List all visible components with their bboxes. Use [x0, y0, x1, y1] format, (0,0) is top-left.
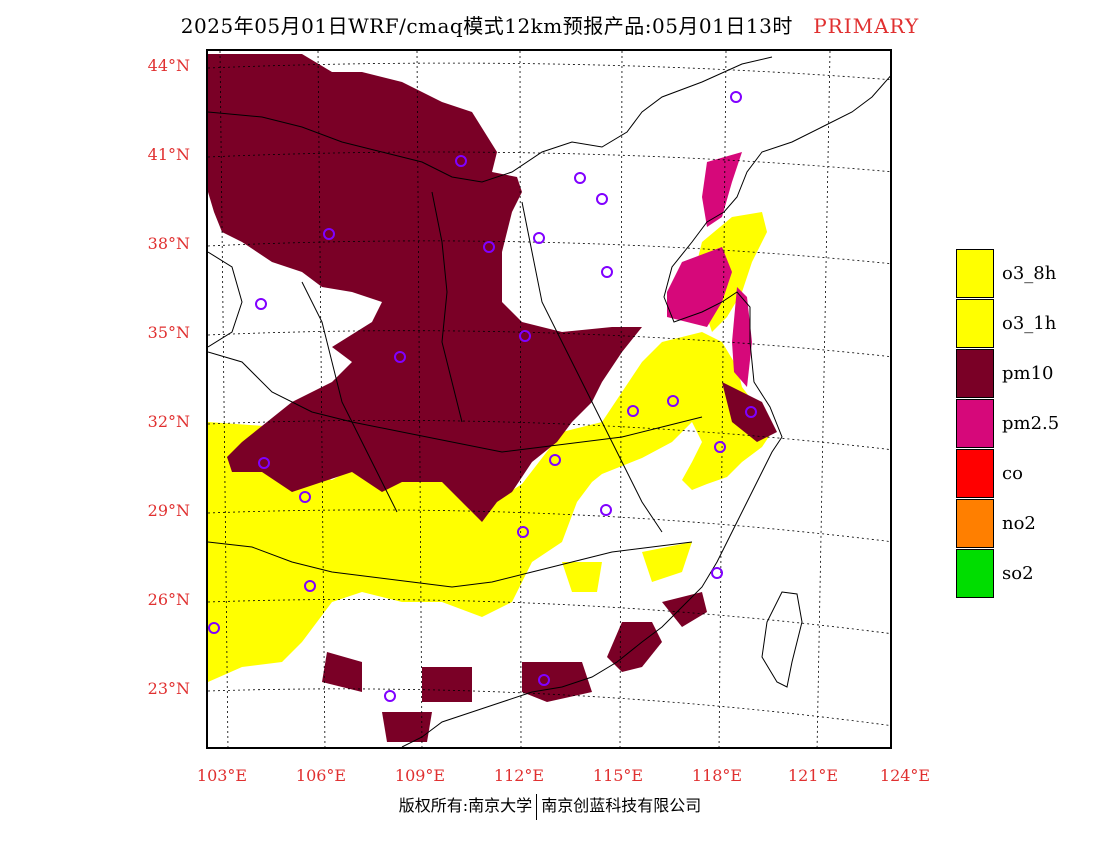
- legend-label: o3_1h: [1002, 313, 1057, 334]
- lat-label-23: 23°N: [147, 679, 190, 698]
- legend-label: so2: [1002, 563, 1034, 584]
- legend-swatch: [956, 249, 994, 298]
- legend-item-o3-8h: o3_8h: [956, 249, 1086, 299]
- pollutant-legend: o3_8h o3_1h pm10 pm2.5 co no2 so2: [956, 249, 1086, 599]
- map-panel: [206, 49, 892, 749]
- lon-label-121: 121°E: [787, 766, 839, 785]
- legend-swatch: [956, 349, 994, 398]
- legend-swatch: [956, 299, 994, 348]
- legend-item-no2: no2: [956, 499, 1086, 549]
- copyright-footer: 版权所有:南京大学 南京创蓝科技有限公司: [0, 792, 1100, 820]
- graticule: [208, 51, 890, 747]
- lon-label-118: 118°E: [691, 766, 743, 785]
- lat-label-29: 29°N: [147, 501, 190, 520]
- lat-label-41: 41°N: [147, 145, 190, 164]
- boundaries: [208, 56, 890, 747]
- pollution-map: [208, 51, 890, 747]
- legend-item-o3-1h: o3_1h: [956, 299, 1086, 349]
- map-title: 2025年05月01日WRF/cmaq模式12km预报产品:05月01日13时 …: [0, 10, 1100, 39]
- legend-label: no2: [1002, 513, 1036, 534]
- lon-label-112: 112°E: [493, 766, 545, 785]
- legend-swatch: [956, 449, 994, 498]
- lat-label-35: 35°N: [147, 323, 190, 342]
- pm25-region: [667, 152, 752, 387]
- legend-label: o3_8h: [1002, 263, 1057, 284]
- lat-label-32: 32°N: [147, 412, 190, 431]
- legend-swatch: [956, 499, 994, 548]
- title-main: 2025年05月01日WRF/cmaq模式12km预报产品:05月01日13时: [180, 14, 793, 38]
- lon-label-109: 109°E: [394, 766, 446, 785]
- legend-swatch: [956, 549, 994, 598]
- title-pollutant-tag: PRIMARY: [813, 14, 920, 38]
- lat-label-44: 44°N: [147, 56, 190, 75]
- legend-label: pm10: [1002, 363, 1054, 384]
- pm10-region: [208, 54, 777, 742]
- legend-item-so2: so2: [956, 549, 1086, 599]
- station-markers: [208, 91, 757, 702]
- legend-item-pm25: pm2.5: [956, 399, 1086, 449]
- legend-item-co: co: [956, 449, 1086, 499]
- lon-label-106: 106°E: [295, 766, 347, 785]
- lon-label-103: 103°E: [196, 766, 248, 785]
- legend-label: co: [1002, 463, 1023, 484]
- lon-label-124: 124°E: [879, 766, 931, 785]
- legend-item-pm10: pm10: [956, 349, 1086, 399]
- lat-label-38: 38°N: [147, 234, 190, 253]
- copyright-right: 南京创蓝科技有限公司: [541, 796, 702, 815]
- lat-label-26: 26°N: [147, 590, 190, 609]
- copyright-left: 版权所有:南京大学: [398, 796, 533, 815]
- footer-divider: [536, 793, 538, 820]
- legend-swatch: [956, 399, 994, 448]
- legend-label: pm2.5: [1002, 413, 1060, 434]
- lon-label-115: 115°E: [592, 766, 644, 785]
